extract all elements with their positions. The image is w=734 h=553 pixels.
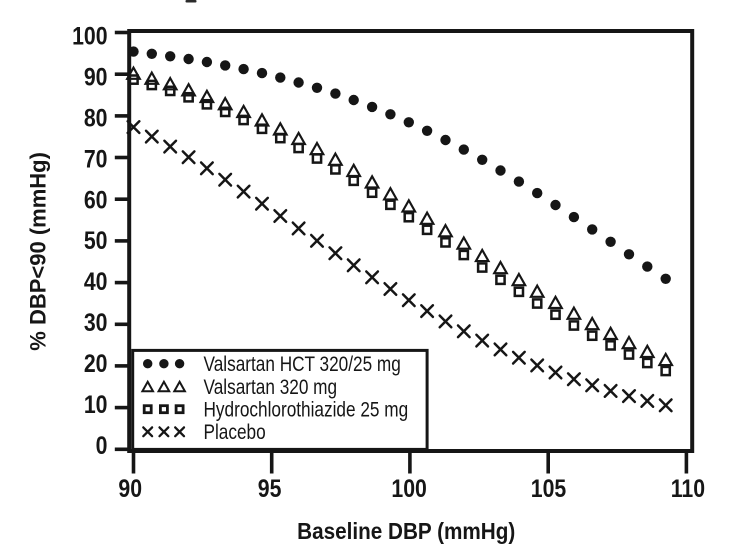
svg-text:110: 110 xyxy=(671,475,705,503)
svg-text:60: 60 xyxy=(84,186,108,214)
svg-text:Placebo: Placebo xyxy=(204,422,266,445)
svg-text:Valsartan HCT 320/25 mg: Valsartan HCT 320/25 mg xyxy=(204,354,401,377)
svg-text:80: 80 xyxy=(84,104,108,132)
svg-text:30: 30 xyxy=(84,308,108,336)
svg-text:100: 100 xyxy=(72,22,107,50)
svg-text:90: 90 xyxy=(118,475,142,503)
svg-text:40: 40 xyxy=(84,267,108,295)
svg-text:95: 95 xyxy=(258,475,282,503)
svg-text:105: 105 xyxy=(531,475,567,503)
svg-text:70: 70 xyxy=(84,145,108,173)
svg-text:Valsartan 320 mg: Valsartan 320 mg xyxy=(204,376,338,399)
svg-text:90: 90 xyxy=(84,63,108,91)
svg-text:Hydrochlorothiazide 25 mg: Hydrochlorothiazide 25 mg xyxy=(204,399,409,422)
svg-text:10: 10 xyxy=(84,390,108,418)
svg-text:50: 50 xyxy=(84,227,108,255)
svg-text:% DBP<90 (mmHg): % DBP<90 (mmHg) xyxy=(26,152,51,351)
svg-text:Baseline DBP (mmHg): Baseline DBP (mmHg) xyxy=(297,518,515,544)
svg-text:20: 20 xyxy=(84,349,108,377)
svg-text:100: 100 xyxy=(391,475,426,503)
svg-text:0: 0 xyxy=(96,431,108,459)
